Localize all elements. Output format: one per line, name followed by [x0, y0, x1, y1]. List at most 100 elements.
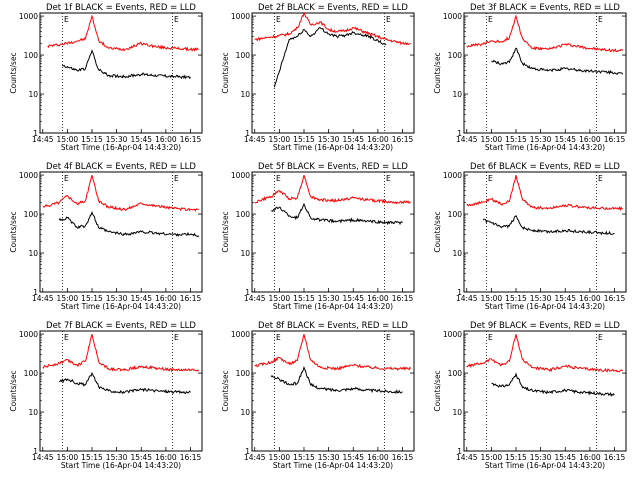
- x-tick-label: 15:00: [269, 294, 291, 303]
- series-events-line: [58, 210, 200, 238]
- y-tick-label: 1: [33, 447, 38, 456]
- x-tick-label: 15:00: [481, 135, 503, 144]
- x-tick-label: 16:15: [604, 135, 626, 144]
- x-tick-label: 16:15: [392, 294, 414, 303]
- x-tick-label: 15:45: [130, 294, 152, 303]
- marker-label: E: [174, 333, 179, 342]
- x-tick-label: 15:45: [554, 135, 576, 144]
- plot-frame: [463, 330, 627, 452]
- marker-label: E: [276, 174, 281, 183]
- x-tick-label: 16:15: [604, 453, 626, 462]
- x-tick-label: 15:15: [293, 135, 315, 144]
- y-axis-label: Counts/sec: [221, 211, 230, 252]
- panel-3: Det 3f BLACK = Events, RED = LLD E E 1 10 100…: [433, 3, 627, 152]
- x-tick-label: 16:15: [392, 453, 414, 462]
- y-tick-label: 1: [245, 447, 250, 456]
- panel-7: Det 7f BLACK = Events, RED = LLD E E 1 10 100…: [9, 321, 203, 470]
- x-tick-label: 15:15: [505, 135, 527, 144]
- x-tick-label: 15:00: [57, 294, 79, 303]
- marker-label: E: [598, 333, 603, 342]
- x-tick-label: 14:45: [244, 453, 266, 462]
- marker-label: E: [276, 15, 281, 24]
- x-tick-label: 16:00: [579, 135, 601, 144]
- x-axis-label: Start Time (16-Apr-04 14:43:20): [61, 302, 181, 311]
- x-tick-label: 14:45: [32, 135, 54, 144]
- x-tick-label: 15:15: [81, 294, 103, 303]
- panel-9: Det 9f BLACK = Events, RED = LLD E E 1 10 100…: [433, 321, 627, 470]
- x-tick-label: 14:45: [32, 453, 54, 462]
- y-axis-label: Counts/sec: [9, 52, 18, 93]
- series-lld-line: [254, 333, 412, 371]
- x-tick-label: 16:15: [392, 135, 414, 144]
- x-tick-label: 16:00: [579, 294, 601, 303]
- y-axis-label: Counts/sec: [221, 52, 230, 93]
- x-tick-label: 15:45: [554, 453, 576, 462]
- x-tick-label: 15:15: [293, 294, 315, 303]
- plot-frame: [251, 12, 415, 134]
- y-tick-label: 1000: [19, 12, 38, 21]
- x-tick-label: 15:45: [130, 135, 152, 144]
- y-tick-label: 1: [33, 288, 38, 297]
- x-tick-label: 16:00: [367, 135, 389, 144]
- y-tick-label: 100: [24, 369, 39, 378]
- panel-title: Det 2f BLACK = Events, RED = LLD: [258, 3, 408, 13]
- x-axis-label: Start Time (16-Apr-04 14:43:20): [61, 143, 181, 152]
- plot-frame: [39, 12, 203, 134]
- x-tick-label: 15:30: [530, 294, 552, 303]
- y-axis-label: Counts/sec: [433, 52, 442, 93]
- x-tick-label: 15:30: [106, 294, 128, 303]
- series-events-line: [491, 372, 615, 397]
- y-tick-label: 100: [236, 51, 251, 60]
- x-tick-label: 16:00: [155, 294, 177, 303]
- y-tick-label: 10: [452, 90, 462, 99]
- marker-label: E: [488, 333, 493, 342]
- y-tick-label: 1: [457, 447, 462, 456]
- marker-label: E: [598, 15, 603, 24]
- x-tick-label: 15:45: [342, 453, 364, 462]
- y-tick-label: 1000: [19, 171, 38, 180]
- y-tick-label: 1000: [231, 330, 250, 339]
- x-axis-label: Start Time (16-Apr-04 14:43:20): [485, 143, 605, 152]
- y-tick-label: 1: [457, 288, 462, 297]
- series-lld-line: [47, 14, 199, 52]
- x-tick-label: 14:45: [244, 294, 266, 303]
- x-tick-label: 14:45: [244, 135, 266, 144]
- series-lld-line: [466, 14, 624, 53]
- marker-label: E: [174, 15, 179, 24]
- panel-title: Det 6f BLACK = Events, RED = LLD: [470, 162, 620, 172]
- x-tick-label: 15:45: [130, 453, 152, 462]
- x-tick-label: 15:00: [481, 294, 503, 303]
- marker-label: E: [64, 333, 69, 342]
- x-tick-label: 16:00: [155, 453, 177, 462]
- x-tick-label: 15:30: [106, 135, 128, 144]
- y-tick-label: 100: [24, 210, 39, 219]
- y-tick-label: 100: [24, 51, 39, 60]
- y-tick-label: 100: [448, 369, 463, 378]
- y-axis-label: Counts/sec: [433, 211, 442, 252]
- marker-label: E: [64, 174, 69, 183]
- y-tick-label: 1000: [443, 330, 462, 339]
- y-axis-label: Counts/sec: [221, 370, 230, 411]
- y-tick-label: 1000: [443, 171, 462, 180]
- y-tick-label: 100: [236, 369, 251, 378]
- x-tick-label: 15:30: [106, 453, 128, 462]
- panel-5: Det 5f BLACK = Events, RED = LLD E E 1 10 100…: [221, 162, 415, 311]
- y-tick-label: 10: [452, 249, 462, 258]
- x-tick-label: 15:45: [342, 294, 364, 303]
- x-tick-label: 15:15: [505, 294, 527, 303]
- panel-title: Det 8f BLACK = Events, RED = LLD: [258, 321, 408, 331]
- plot-frame: [39, 171, 203, 293]
- y-tick-label: 10: [240, 90, 250, 99]
- panel-title: Det 9f BLACK = Events, RED = LLD: [470, 321, 620, 331]
- marker-label: E: [598, 174, 603, 183]
- x-tick-label: 15:30: [530, 135, 552, 144]
- marker-label: E: [386, 174, 391, 183]
- x-tick-label: 14:45: [32, 294, 54, 303]
- x-tick-label: 16:00: [579, 453, 601, 462]
- x-tick-label: 15:30: [318, 294, 340, 303]
- x-tick-label: 15:00: [57, 135, 79, 144]
- x-axis-label: Start Time (16-Apr-04 14:43:20): [273, 143, 393, 152]
- panel-4: Det 4f BLACK = Events, RED = LLD E E 1 10 100…: [9, 162, 203, 311]
- y-tick-label: 10: [452, 408, 462, 417]
